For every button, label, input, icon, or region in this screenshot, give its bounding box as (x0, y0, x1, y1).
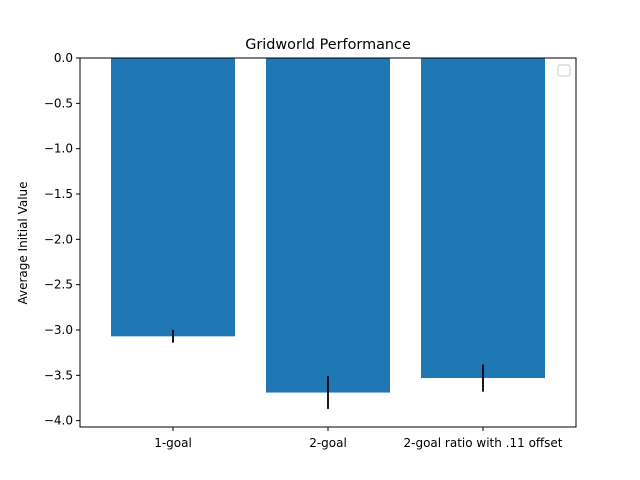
y-tick-label: −4.0 (44, 414, 73, 428)
y-tick-label: −3.0 (44, 323, 73, 337)
bar-1 (111, 58, 235, 337)
y-tick-label: −0.5 (44, 96, 73, 110)
x-tick-label: 2-goal (309, 436, 347, 450)
y-tick-label: 0.0 (54, 51, 73, 65)
y-tick-label: −3.5 (44, 368, 73, 382)
x-axis: 1-goal 2-goal 2-goal ratio with .11 offset (154, 427, 563, 450)
y-tick-label: −2.5 (44, 278, 73, 292)
y-axis-label: Average Initial Value (16, 181, 30, 304)
y-tick-label: −1.0 (44, 142, 73, 156)
bar-3 (421, 58, 545, 379)
bar-2 (266, 58, 390, 393)
legend-box (557, 64, 571, 77)
y-tick-label: −1.5 (44, 187, 73, 201)
y-axis: 0.0 −0.5 −1.0 −1.5 −2.0 −2.5 −3.0 −3.5 −4.0 (44, 51, 80, 428)
x-tick-label: 2-goal ratio with .11 offset (403, 436, 562, 450)
y-tick-label: −2.0 (44, 232, 73, 246)
x-tick-label: 1-goal (154, 436, 192, 450)
chart-title: Gridworld Performance (245, 37, 411, 53)
plot-area (111, 58, 545, 409)
axes-frame (79, 57, 577, 428)
